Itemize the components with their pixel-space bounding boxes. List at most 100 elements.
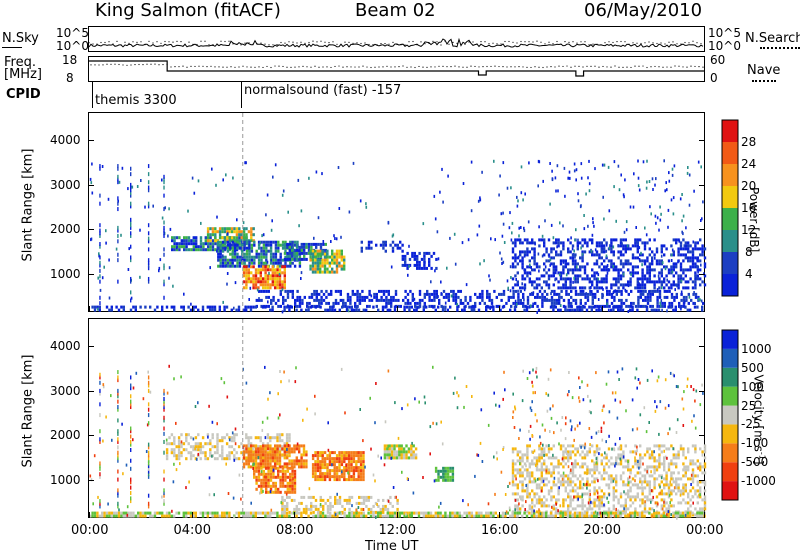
range-cell — [583, 214, 585, 217]
range-cell — [699, 468, 702, 472]
range-cell — [651, 474, 654, 478]
range-cell — [658, 277, 661, 281]
range-cell — [170, 433, 174, 437]
range-cell — [335, 457, 339, 461]
range-cell — [99, 301, 101, 306]
nsearch-point — [564, 41, 566, 43]
range-cell — [289, 466, 292, 470]
range-cell — [279, 292, 282, 296]
range-cell — [233, 439, 236, 443]
range-cell — [449, 305, 452, 309]
range-cell — [259, 439, 262, 443]
range-cell — [552, 241, 555, 245]
range-cell — [156, 305, 159, 309]
range-cell — [266, 280, 270, 284]
range-cell — [512, 289, 515, 293]
range-cell — [328, 472, 332, 476]
range-cell — [658, 262, 661, 266]
range-cell — [252, 453, 255, 457]
range-cell — [574, 286, 577, 290]
range-cell — [305, 308, 308, 312]
range-cell — [538, 468, 541, 472]
range-cell — [271, 268, 274, 272]
range-cell — [545, 247, 548, 251]
range-cell — [522, 301, 525, 305]
range-cell — [399, 240, 402, 244]
range-cell — [559, 447, 563, 451]
range-cell — [354, 301, 357, 305]
range-cell — [650, 212, 652, 216]
range-tick-label: 1000 — [50, 267, 81, 282]
range-cell — [598, 265, 601, 269]
range-cell — [233, 227, 236, 231]
range-cell — [307, 245, 311, 249]
range-cell — [540, 498, 543, 502]
range-cell — [307, 308, 310, 312]
range-cell — [389, 495, 392, 499]
range-cell — [331, 252, 334, 256]
range-cell — [221, 457, 224, 461]
range-cell — [703, 274, 707, 278]
range-cell — [600, 277, 603, 281]
range-cell — [655, 477, 659, 481]
range-cell — [386, 450, 389, 454]
range-cell — [281, 193, 284, 197]
range-cell — [538, 501, 541, 505]
nave-point — [142, 63, 144, 66]
range-cell — [507, 298, 510, 302]
range-cell — [266, 459, 270, 463]
range-cell — [533, 495, 536, 499]
range-cell — [679, 262, 683, 266]
range-cell — [545, 471, 548, 475]
range-cell — [401, 257, 404, 261]
nsearch-point — [556, 40, 558, 43]
range-cell — [682, 304, 686, 308]
range-cell — [527, 220, 530, 224]
range-cell — [639, 286, 642, 290]
range-cell — [235, 511, 238, 515]
range-cell — [357, 457, 360, 461]
cpid-label: CPID — [6, 87, 41, 102]
range-cell — [595, 262, 599, 266]
range-cell — [610, 259, 613, 263]
range-cell — [538, 277, 541, 281]
range-cell — [636, 486, 639, 490]
range-cell — [307, 305, 310, 309]
range-cell — [267, 300, 269, 304]
range-cell — [315, 292, 318, 296]
range-cell — [533, 280, 536, 284]
nave-point — [530, 66, 532, 69]
nave-point — [306, 66, 308, 68]
range-cell — [265, 251, 267, 255]
range-cell — [276, 462, 279, 466]
range-cell — [687, 507, 690, 511]
range-cell — [378, 289, 381, 293]
range-cell — [617, 456, 620, 460]
range-cell — [622, 253, 625, 257]
range-cell — [276, 433, 279, 437]
range-cell — [570, 301, 573, 305]
range-cell — [209, 266, 211, 270]
range-cell — [231, 261, 234, 265]
range-cell — [676, 284, 678, 288]
nave-point — [106, 63, 108, 65]
range-cell — [663, 444, 666, 448]
range-cell — [691, 474, 695, 478]
range-cell — [595, 271, 599, 275]
range-cell — [139, 511, 142, 515]
range-cell — [277, 466, 280, 470]
range-cell — [337, 166, 340, 169]
nsearch-point — [368, 43, 370, 46]
range-cell — [600, 498, 603, 502]
range-cell — [428, 257, 431, 261]
range-cell — [674, 288, 676, 292]
range-cell — [668, 171, 670, 175]
range-cell — [555, 483, 558, 487]
range-cell — [588, 471, 591, 475]
range-cell — [562, 271, 565, 275]
range-cell — [314, 267, 317, 271]
range-cell — [670, 253, 673, 257]
range-cell — [226, 258, 230, 262]
range-cell — [350, 305, 353, 309]
range-cell — [490, 301, 494, 305]
